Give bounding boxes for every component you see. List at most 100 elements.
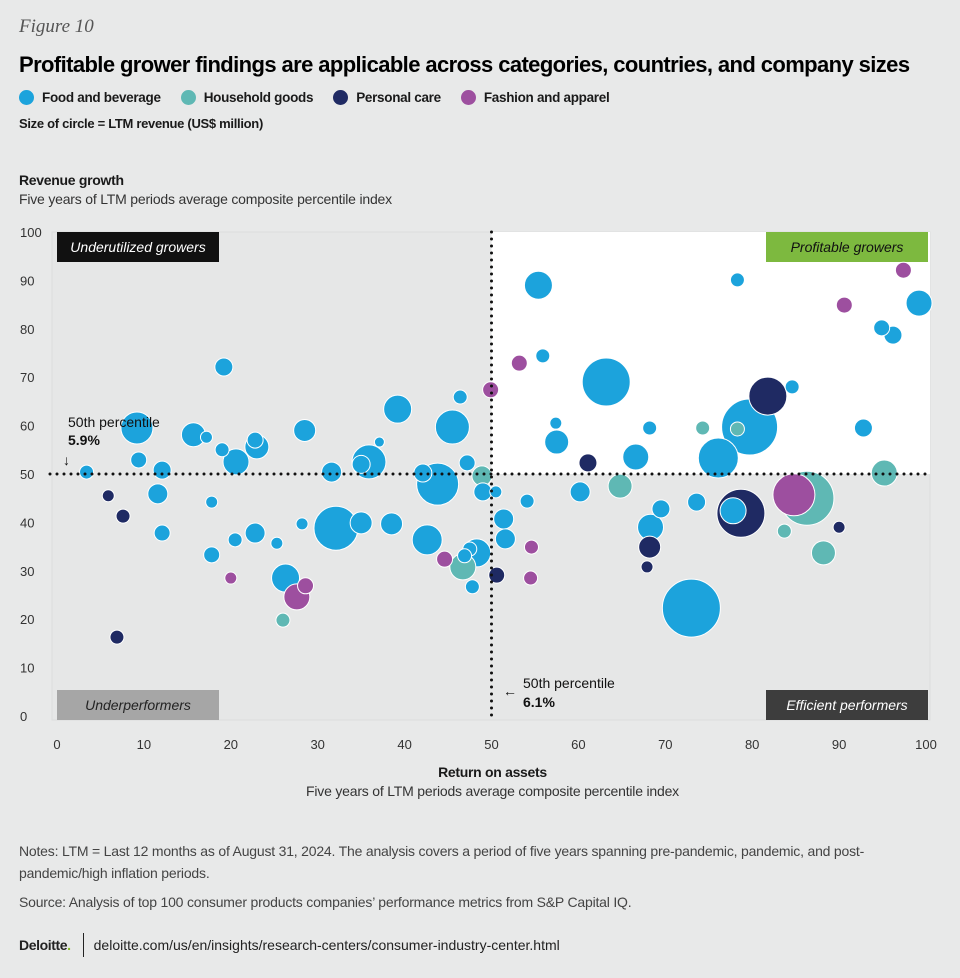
quadrant-label-box-top-right [766, 232, 928, 262]
data-point [640, 560, 654, 574]
quadrant-label-bottom-right: Efficient performers [786, 697, 907, 713]
legend-swatch [460, 90, 476, 105]
data-point [544, 429, 570, 455]
legend-swatch [333, 90, 349, 105]
legend-item-fashion: Fashion and apparel [460, 90, 610, 105]
data-point [270, 536, 284, 550]
data-point [79, 464, 95, 480]
data-point [434, 409, 470, 445]
x-tick-label: 70 [658, 737, 672, 752]
footer: Deloitte. deloitte.com/us/en/insights/re… [19, 933, 560, 957]
y-tick-label: 80 [20, 322, 34, 337]
y-axis-sublabel: Five years of LTM periods average compos… [19, 191, 392, 207]
data-point [227, 532, 243, 548]
data-point [153, 524, 171, 542]
y-tick-label: 50 [20, 467, 34, 482]
quadrant-label-top-left: Underutilized growers [70, 239, 205, 255]
data-point [695, 420, 711, 436]
data-point [510, 354, 528, 372]
data-point [853, 418, 873, 438]
x-tick-label: 50 [484, 737, 498, 752]
x-tick-label: 80 [745, 737, 759, 752]
data-point [383, 394, 413, 424]
legend: Food and beverage Household goods Person… [19, 90, 610, 105]
data-point [489, 485, 503, 499]
data-point [523, 270, 553, 300]
data-point [523, 570, 539, 586]
y-tick-label: 100 [20, 225, 42, 240]
y-median-value: 5.9% [68, 432, 100, 448]
data-point [120, 411, 154, 445]
data-point [748, 376, 788, 416]
data-point [638, 535, 662, 559]
x-axis-sublabel: Five years of LTM periods average compos… [306, 783, 679, 799]
data-point [661, 578, 721, 638]
x-median-label: 50th percentile [523, 675, 615, 691]
data-point [873, 319, 891, 337]
figure-label: Figure 10 [19, 16, 94, 37]
data-point [549, 416, 563, 430]
data-point [473, 482, 493, 502]
data-point [130, 451, 148, 469]
data-point [109, 629, 125, 645]
deloitte-logo: Deloitte. [19, 937, 71, 953]
data-point [729, 421, 745, 437]
y-tick-label: 20 [20, 612, 34, 627]
data-point [244, 522, 266, 544]
x-axis-label: Return on assets [438, 764, 547, 780]
arrow-left-icon: ← [503, 683, 517, 699]
data-point [295, 517, 309, 531]
y-tick-label: 40 [20, 515, 34, 530]
data-point [523, 539, 539, 555]
data-point [457, 548, 473, 564]
data-point [810, 540, 836, 566]
data-point [784, 379, 800, 395]
data-point [607, 473, 633, 499]
y-tick-label: 90 [20, 273, 34, 288]
quadrant-label-bottom-left: Underperformers [85, 697, 191, 713]
data-point [411, 524, 443, 556]
data-point [776, 523, 792, 539]
legend-label: Household goods [203, 90, 314, 105]
data-point [835, 296, 853, 314]
source: Source: Analysis of top 100 consumer pro… [19, 894, 632, 910]
data-point [293, 418, 317, 442]
data-point [222, 448, 250, 476]
data-point [464, 579, 480, 595]
data-point [905, 289, 933, 317]
chart-title: Profitable grower findings are applicabl… [19, 52, 910, 77]
data-point [349, 511, 373, 535]
quadrant-label-box-bottom-left [57, 690, 219, 720]
data-point [101, 489, 115, 503]
x-tick-label: 100 [915, 737, 937, 752]
data-point [687, 492, 707, 512]
data-point [569, 481, 591, 503]
legend-item-personal: Personal care [333, 90, 441, 105]
y-tick-label: 60 [20, 419, 34, 434]
y-tick-label: 0 [20, 709, 27, 724]
data-point [719, 497, 747, 525]
data-point [832, 520, 846, 534]
y-tick-label: 30 [20, 564, 34, 579]
data-point [488, 566, 506, 584]
data-point [642, 420, 658, 436]
data-point [697, 437, 739, 479]
y-tick-label: 70 [20, 370, 34, 385]
data-point [436, 550, 454, 568]
notes: Notes: LTM = Last 12 months as of August… [19, 843, 865, 881]
y-axis-label: Revenue growth [19, 172, 124, 188]
footer-url[interactable]: deloitte.com/us/en/insights/research-cen… [93, 937, 560, 953]
legend-label: Fashion and apparel [483, 90, 610, 105]
data-point [351, 454, 371, 474]
data-point [622, 443, 650, 471]
y-tick-label: 10 [20, 661, 34, 676]
data-point [651, 499, 671, 519]
data-point [203, 546, 221, 564]
x-tick-label: 10 [137, 737, 151, 752]
data-point [224, 571, 238, 585]
legend-item-food: Food and beverage [19, 90, 161, 105]
data-point [246, 431, 264, 449]
size-note: Size of circle = LTM revenue (US$ millio… [19, 116, 263, 131]
data-point [214, 442, 230, 458]
